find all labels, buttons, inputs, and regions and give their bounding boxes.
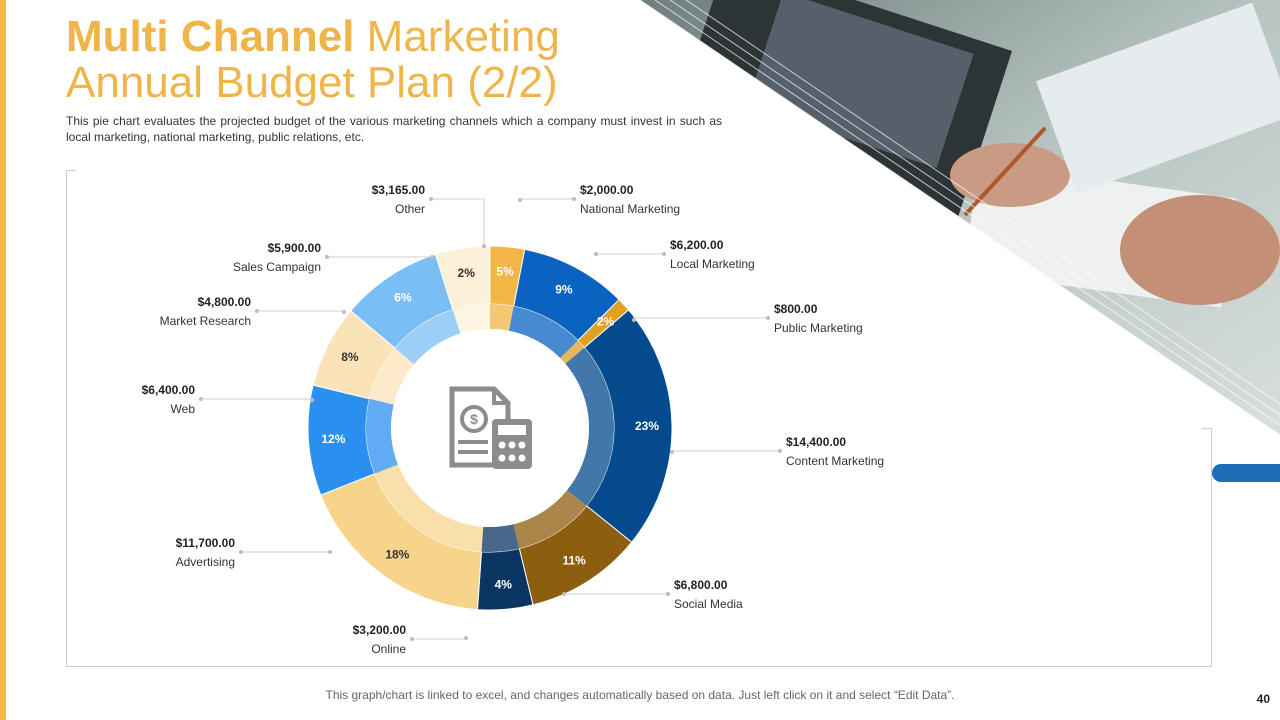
value-label-public-marketing: $800.00 (774, 302, 818, 316)
leader-dot-online-0 (464, 636, 468, 640)
value-label-national-marketing: $2,000.00 (580, 183, 634, 197)
slice-inner-sales-campaign (395, 309, 461, 365)
leader-line-other (431, 198, 485, 246)
value-label-advertising: $11,700.00 (176, 536, 236, 550)
leader-dot-online-1 (410, 637, 414, 641)
leader-dot-public-marketing-1 (766, 316, 770, 320)
leader-line-content-marketing (671, 450, 780, 452)
percent-label-national-marketing: 5% (496, 265, 514, 279)
value-label-content-marketing: $14,400.00 (786, 435, 846, 449)
category-label-advertising: Advertising (176, 555, 235, 569)
chart-frame (66, 170, 1212, 667)
slice-inner-online (481, 524, 520, 552)
title-bold: Multi Channel (66, 12, 355, 61)
category-label-national-marketing: National Marketing (580, 202, 680, 216)
percent-label-online: 4% (495, 577, 513, 591)
percent-label-sales-campaign: 6% (394, 290, 412, 304)
value-label-social-media: $6,800.00 (674, 578, 728, 592)
slice-inner-local-marketing (508, 306, 578, 359)
category-label-public-marketing: Public Marketing (774, 321, 863, 335)
leader-dot-local-marketing-0 (594, 252, 598, 256)
percent-label-advertising: 18% (385, 548, 409, 562)
percent-label-public-marketing: 2% (597, 315, 615, 329)
value-label-online: $3,200.00 (353, 623, 407, 637)
leader-dot-local-marketing-1 (662, 252, 666, 256)
leader-dot-web-1 (199, 397, 203, 401)
category-label-web: Web (171, 402, 196, 416)
leader-dot-advertising-1 (239, 550, 243, 554)
leader-line-national-marketing (519, 198, 574, 200)
category-label-other: Other (395, 202, 425, 216)
slice-inner-public-marketing (560, 340, 585, 364)
percent-label-content-marketing: 23% (635, 419, 659, 433)
slice-inner-web (366, 398, 398, 474)
budget-calculator-icon: $ (449, 386, 532, 469)
leader-dot-market-research-1 (255, 309, 259, 313)
donut-hole (391, 329, 589, 527)
leader-dot-national-marketing-1 (572, 197, 576, 201)
category-label-online: Online (371, 642, 406, 656)
leader-dot-web-0 (310, 398, 314, 402)
leader-dot-content-marketing-1 (778, 449, 782, 453)
slice-inner-social-media (513, 490, 587, 549)
page-number: 40 (1256, 692, 1270, 706)
leader-dot-public-marketing-0 (632, 318, 636, 322)
category-label-social-media: Social Media (674, 597, 743, 611)
value-label-sales-campaign: $5,900.00 (268, 241, 322, 255)
slice-inner-other (452, 304, 490, 334)
leader-dot-other-0 (482, 244, 486, 248)
title-line2: Annual Budget Plan (2/2) (66, 58, 558, 107)
leader-line-public-marketing (633, 317, 768, 320)
slice-inner-content-marketing (565, 347, 614, 506)
slice-inner-market-research (369, 348, 415, 405)
percent-label-web: 12% (321, 432, 345, 446)
page-title: Multi Channel Marketing Annual Budget Pl… (66, 14, 560, 106)
category-label-local-marketing: Local Marketing (670, 257, 755, 271)
chart-description: This pie chart evaluates the projected b… (66, 114, 722, 144)
leader-dot-content-marketing-0 (670, 450, 674, 454)
leader-dot-market-research-0 (342, 310, 346, 314)
percent-label-social-media: 11% (562, 554, 586, 568)
leader-line-online (412, 638, 467, 640)
leader-dot-social-media-0 (562, 592, 566, 596)
leader-line-market-research (257, 310, 345, 312)
leader-dot-social-media-1 (666, 592, 670, 596)
value-label-other: $3,165.00 (372, 183, 426, 197)
percent-label-other: 2% (458, 266, 476, 280)
blue-tab-accent (1212, 464, 1280, 482)
value-label-market-research: $4,800.00 (198, 295, 252, 309)
leader-dot-sales-campaign-0 (430, 255, 434, 259)
leader-dot-advertising-0 (328, 550, 332, 554)
slice-inner-national-marketing (490, 304, 514, 331)
leader-dot-other-1 (429, 197, 433, 201)
slice-inner-advertising (374, 464, 484, 552)
title-line1-rest: Marketing (354, 12, 560, 61)
leader-dot-national-marketing-0 (518, 198, 522, 202)
category-label-market-research: Market Research (160, 314, 251, 328)
percent-label-market-research: 8% (341, 350, 359, 364)
category-label-sales-campaign: Sales Campaign (233, 260, 321, 274)
footer-note: This graph/chart is linked to excel, and… (325, 688, 955, 702)
value-label-web: $6,400.00 (142, 383, 196, 397)
left-accent-bar (0, 0, 6, 720)
percent-label-local-marketing: 9% (555, 282, 573, 296)
value-label-local-marketing: $6,200.00 (670, 238, 724, 252)
category-label-content-marketing: Content Marketing (786, 454, 884, 468)
leader-line-web (201, 398, 313, 400)
svg-text:$: $ (470, 411, 478, 427)
leader-dot-sales-campaign-1 (325, 255, 329, 259)
